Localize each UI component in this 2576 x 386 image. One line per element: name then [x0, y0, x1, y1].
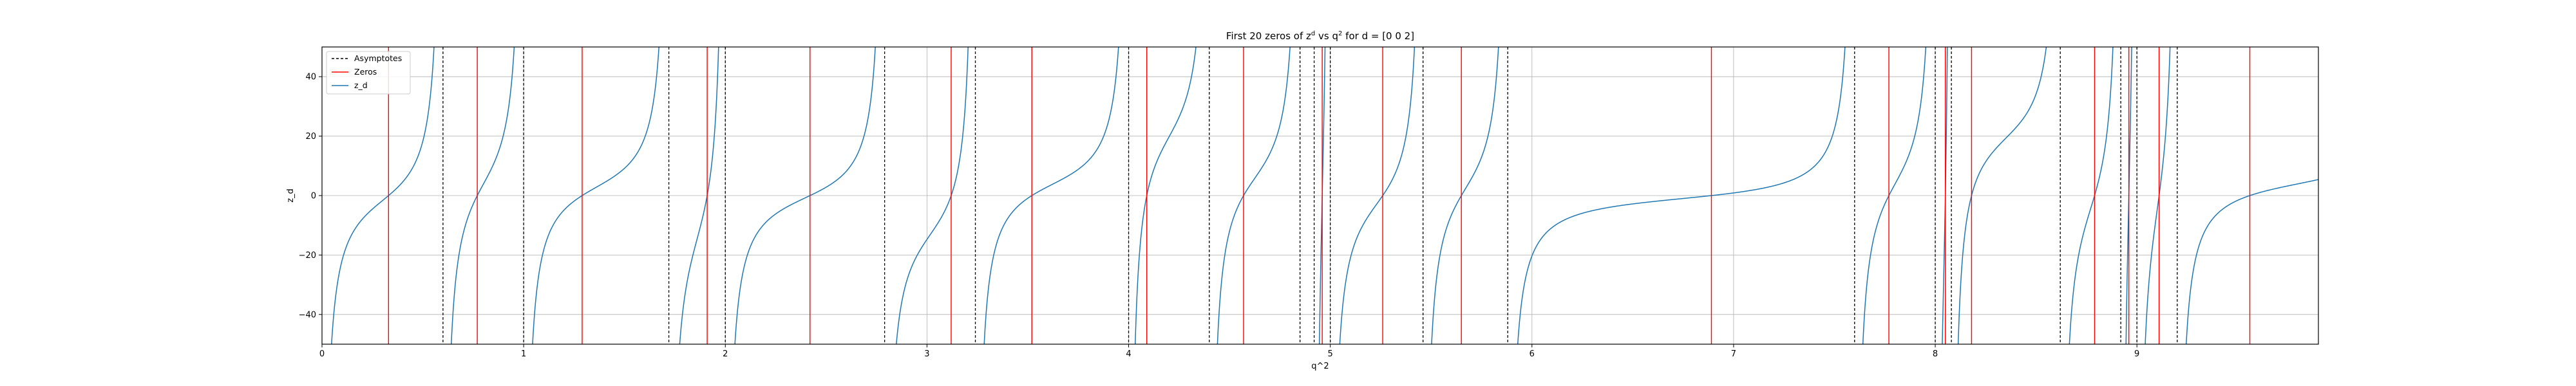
- curve-layer: [331, 47, 2318, 344]
- zd-branch: [734, 47, 876, 344]
- zd-branch: [983, 47, 1119, 344]
- y-tick-label: 40: [305, 73, 316, 82]
- x-tick-label: 5: [1328, 349, 1333, 359]
- asymptote-layer: [442, 47, 2178, 344]
- x-tick-label: 8: [1933, 349, 1938, 359]
- zd-branch: [2069, 47, 2114, 344]
- x-tick-label: 4: [1126, 349, 1131, 359]
- zero-layer: [388, 47, 2251, 344]
- zd-branch: [1862, 47, 1927, 344]
- title-sup2: 2: [1338, 30, 1342, 37]
- y-tick-label: 0: [311, 192, 316, 201]
- chart-title: First 20 zeros of zd vs q2 for d = [0 0 …: [1226, 30, 1414, 42]
- legend-zeros-label: Zeros: [354, 67, 377, 77]
- x-tick-label: 6: [1530, 349, 1535, 359]
- title-sup1: d: [1311, 30, 1315, 37]
- x-tick-label: 0: [319, 349, 325, 359]
- y-tick-label: −40: [299, 310, 316, 320]
- zd-branch: [679, 47, 719, 344]
- title-mid: vs q: [1315, 30, 1338, 42]
- x-axis-label: q^2: [1311, 362, 1329, 371]
- zd-branch: [1942, 47, 1948, 344]
- zd-branch: [1431, 47, 1499, 344]
- legend-zd-label: z_d: [354, 80, 368, 90]
- tick-layer: 0 1 2 3 4 5 6 7 8 9 −40 −20 0 20 40: [299, 73, 2140, 359]
- legend: Asymptotes Zeros z_d: [326, 51, 411, 95]
- x-tick-label: 3: [924, 349, 929, 359]
- y-tick-label: −20: [299, 251, 316, 261]
- y-axis-label: z_d: [286, 188, 296, 203]
- x-tick-label: 9: [2134, 349, 2139, 359]
- zd-branch: [1339, 47, 1416, 344]
- title-tail: for d = [0 0 2]: [1342, 30, 1414, 42]
- zd-branch: [1217, 47, 1291, 344]
- title-lead: First 20 zeros of z: [1226, 30, 1311, 42]
- y-tick-label: 20: [305, 132, 316, 142]
- zd-branch: [1135, 47, 1197, 344]
- zd-branch: [451, 47, 515, 344]
- x-tick-label: 7: [1731, 349, 1736, 359]
- legend-box: [326, 51, 411, 95]
- zd-branch: [1517, 47, 1846, 344]
- zd-branch: [896, 47, 969, 344]
- zd-branch: [331, 47, 435, 344]
- x-tick-label: 2: [723, 349, 728, 359]
- x-tick-label: 1: [521, 349, 526, 359]
- zd-branch: [1957, 47, 2047, 344]
- zd-branch: [2145, 47, 2171, 344]
- legend-asymptotes-label: Asymptotes: [354, 53, 402, 63]
- zd-branch: [532, 47, 659, 344]
